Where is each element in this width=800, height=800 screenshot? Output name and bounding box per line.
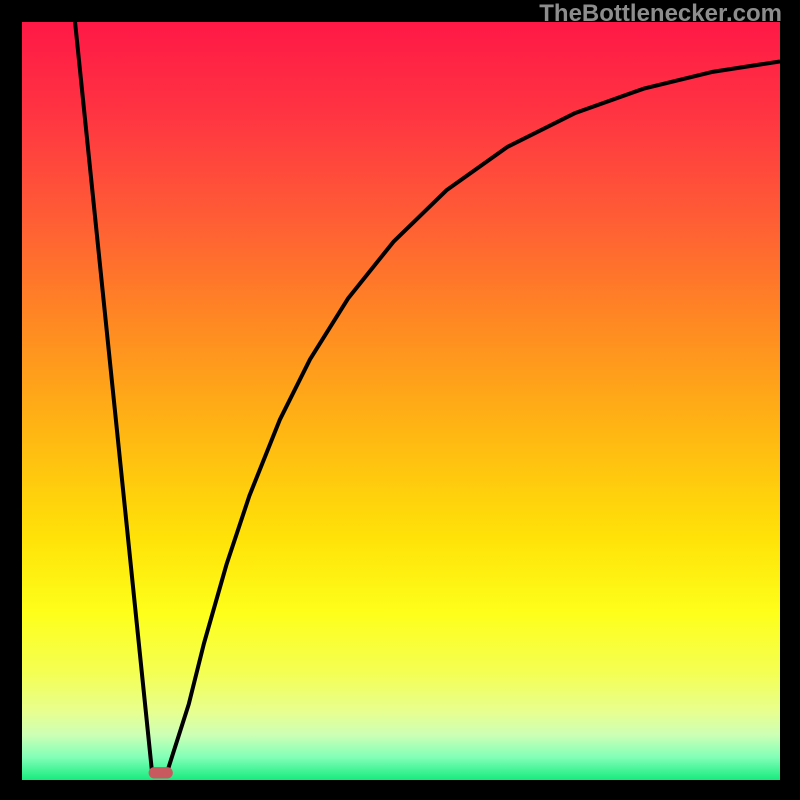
plot-area [22,22,780,780]
bottleneck-curve [75,22,780,775]
chart-container: TheBottlenecker.com [0,0,800,800]
curve-overlay [22,22,780,780]
optimum-marker [149,767,173,778]
watermark-text: TheBottlenecker.com [539,0,782,28]
